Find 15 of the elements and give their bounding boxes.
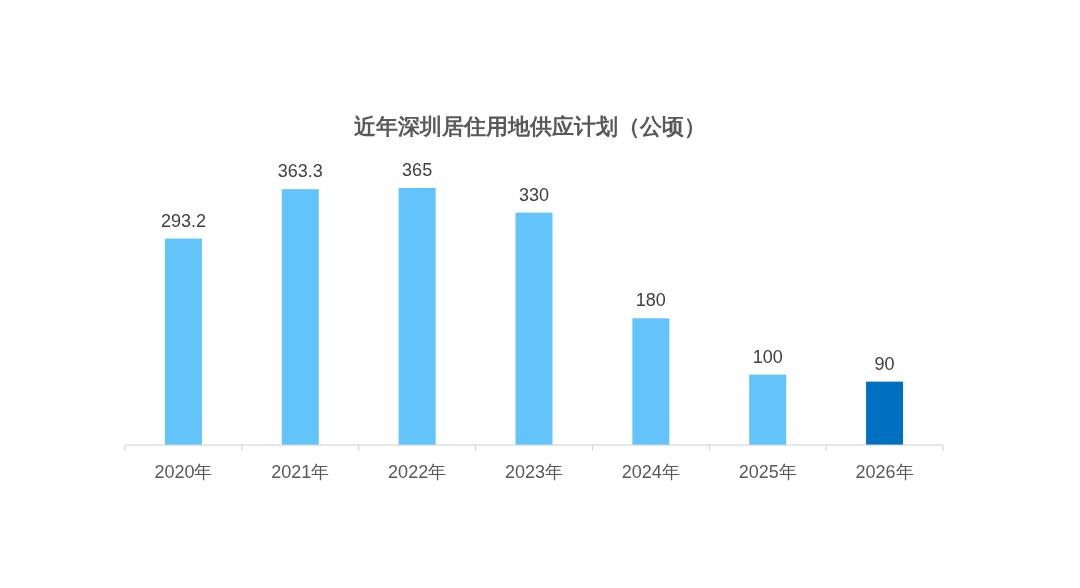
data-label: 365 xyxy=(402,160,433,180)
x-tick-label: 2021年 xyxy=(271,462,330,482)
data-label: 293.2 xyxy=(160,210,206,231)
x-tick-label: 2025年 xyxy=(738,462,797,482)
x-tick-label: 2022年 xyxy=(388,462,447,482)
data-label: 330 xyxy=(518,184,550,205)
data-label: 363.3 xyxy=(277,161,323,182)
x-tick-label: 2020年 xyxy=(154,462,213,482)
x-tick-label: 2023年 xyxy=(504,462,564,482)
data-label: 100 xyxy=(752,346,783,367)
x-tick-label: 2024年 xyxy=(621,462,680,482)
title: 近年深圳居住用地供应计划（公顷） xyxy=(354,114,706,139)
data-label: 180 xyxy=(635,290,666,311)
data-label: 90 xyxy=(874,353,895,374)
x-tick-label: 2026年 xyxy=(855,462,914,482)
